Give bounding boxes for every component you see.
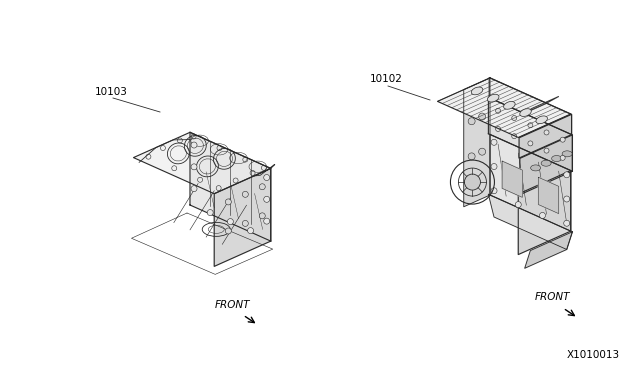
Polygon shape <box>464 78 490 207</box>
Polygon shape <box>214 169 271 266</box>
Ellipse shape <box>552 155 562 161</box>
Circle shape <box>479 113 486 120</box>
Circle shape <box>465 174 481 190</box>
Circle shape <box>544 130 549 135</box>
Circle shape <box>468 118 475 125</box>
Circle shape <box>207 209 213 215</box>
Circle shape <box>544 148 549 153</box>
Polygon shape <box>489 77 572 135</box>
Polygon shape <box>190 132 271 241</box>
Ellipse shape <box>536 116 547 124</box>
Circle shape <box>191 186 197 192</box>
Circle shape <box>227 219 234 225</box>
Circle shape <box>479 148 486 155</box>
Circle shape <box>243 220 248 227</box>
Circle shape <box>191 164 197 170</box>
Circle shape <box>225 228 231 234</box>
Circle shape <box>512 116 516 121</box>
Circle shape <box>191 142 197 148</box>
Polygon shape <box>519 114 572 158</box>
Ellipse shape <box>504 102 515 109</box>
Ellipse shape <box>531 165 541 171</box>
Circle shape <box>248 228 253 234</box>
Text: FRONT: FRONT <box>535 292 570 302</box>
Polygon shape <box>502 161 522 197</box>
Circle shape <box>264 218 269 224</box>
Circle shape <box>259 213 265 219</box>
Circle shape <box>540 212 545 218</box>
Circle shape <box>564 196 570 202</box>
Polygon shape <box>490 134 571 231</box>
Polygon shape <box>254 164 275 176</box>
Text: 10103: 10103 <box>95 87 128 97</box>
Polygon shape <box>134 132 271 194</box>
Polygon shape <box>488 194 572 250</box>
Circle shape <box>264 196 269 202</box>
Ellipse shape <box>488 94 499 102</box>
Polygon shape <box>488 97 572 171</box>
Circle shape <box>259 184 265 190</box>
Circle shape <box>468 153 475 160</box>
Circle shape <box>491 139 497 145</box>
Circle shape <box>225 199 231 205</box>
Circle shape <box>560 155 565 160</box>
Circle shape <box>491 164 497 170</box>
Circle shape <box>528 123 533 128</box>
Circle shape <box>495 108 500 113</box>
Polygon shape <box>520 96 559 115</box>
Polygon shape <box>518 170 571 254</box>
Circle shape <box>564 172 570 178</box>
Circle shape <box>512 134 516 139</box>
Text: FRONT: FRONT <box>215 300 250 310</box>
Circle shape <box>564 220 570 226</box>
Circle shape <box>243 191 248 197</box>
Text: X1010013: X1010013 <box>567 350 620 360</box>
Circle shape <box>560 137 565 142</box>
Circle shape <box>528 141 533 146</box>
Polygon shape <box>520 135 572 195</box>
Ellipse shape <box>520 109 531 116</box>
Polygon shape <box>525 232 572 268</box>
Polygon shape <box>438 78 571 138</box>
Circle shape <box>491 188 497 194</box>
Ellipse shape <box>541 160 551 166</box>
Text: 10102: 10102 <box>370 74 403 84</box>
Circle shape <box>495 126 500 131</box>
Polygon shape <box>538 177 559 214</box>
Circle shape <box>515 202 521 208</box>
Ellipse shape <box>471 87 483 95</box>
Circle shape <box>264 174 269 180</box>
Ellipse shape <box>562 151 572 157</box>
